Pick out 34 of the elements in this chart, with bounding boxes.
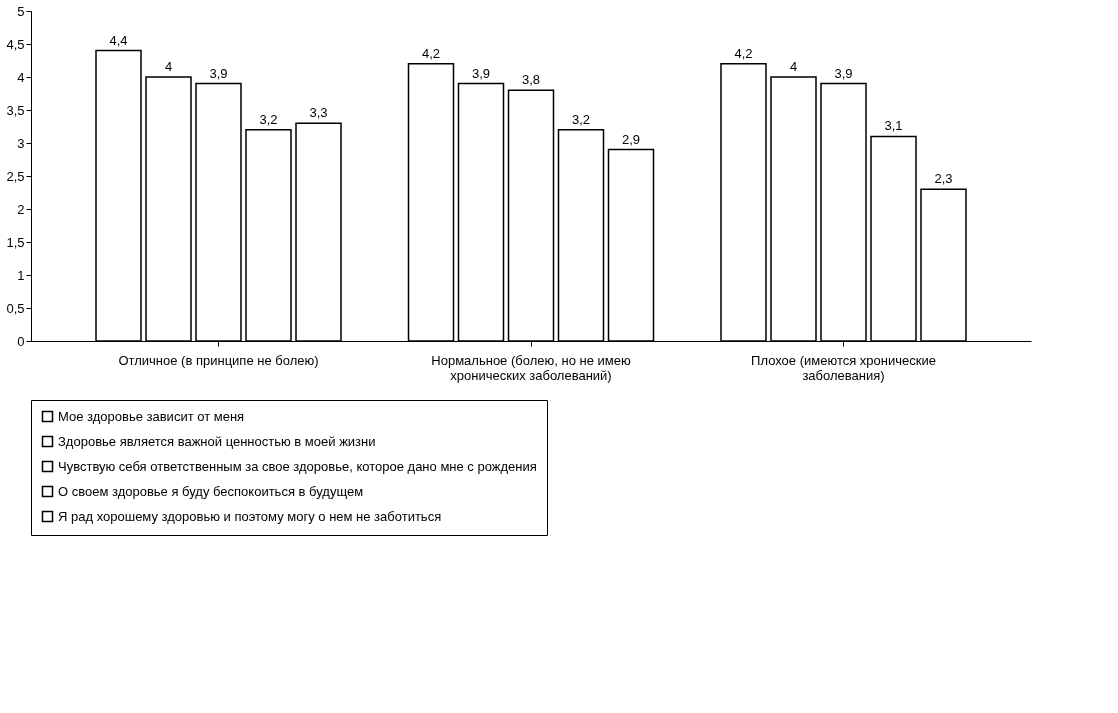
legend-label: Здоровье является важной ценностью в моей жизни [58, 433, 376, 449]
data-label: 3,9 [209, 65, 228, 81]
data-label: 2,3 [934, 171, 953, 187]
data-label: 4,2 [734, 45, 753, 61]
x-tick-label: Нормальное (болею, но не имею хронических заболеваний) [431, 352, 631, 383]
data-label: 3,9 [471, 65, 491, 81]
data-label: 3,3 [309, 105, 328, 121]
data-label: 4 [164, 59, 173, 74]
y-tick-label: 2 [17, 201, 25, 217]
y-tick-label: 2,5 [6, 168, 25, 184]
y-tick-label: 0 [17, 333, 25, 349]
legend-label: Мое здоровье зависит от меня [58, 408, 245, 424]
data-label: 3,9 [834, 65, 853, 81]
x-tick-label: Плохое (имеются хронические заболевания) [751, 352, 936, 383]
data-label: 2,9 [621, 131, 641, 147]
y-tick-label: 4,5 [6, 36, 25, 52]
data-label: 4,2 [421, 45, 441, 61]
y-tick-label: 0,5 [6, 300, 25, 316]
legend-label: О своем здоровье я буду беспокоиться в будущем [58, 483, 364, 499]
y-tick-label: 3,5 [6, 102, 25, 118]
legend-label: Чувствую себя ответственным за свое здоровье, которое дано мне с рождения [58, 458, 537, 474]
data-label: 4,4 [109, 32, 128, 48]
data-label: 3,1 [884, 118, 903, 134]
x-tick-label: Отличное (в принципе не болею) [118, 352, 319, 368]
data-label: 4 [789, 59, 798, 74]
y-tick-label: 1,5 [6, 234, 25, 250]
y-tick-label: 4 [17, 69, 25, 85]
data-label: 3,2 [259, 111, 278, 127]
legend-label: Я рад хорошему здоровью и поэтому могу о нем не заботиться [58, 508, 442, 524]
data-label: 3,8 [521, 72, 541, 88]
data-label: 3,2 [571, 111, 591, 127]
y-tick-label: 3 [17, 135, 25, 151]
y-tick-label: 5 [17, 3, 25, 19]
y-tick-label: 1 [17, 267, 25, 283]
